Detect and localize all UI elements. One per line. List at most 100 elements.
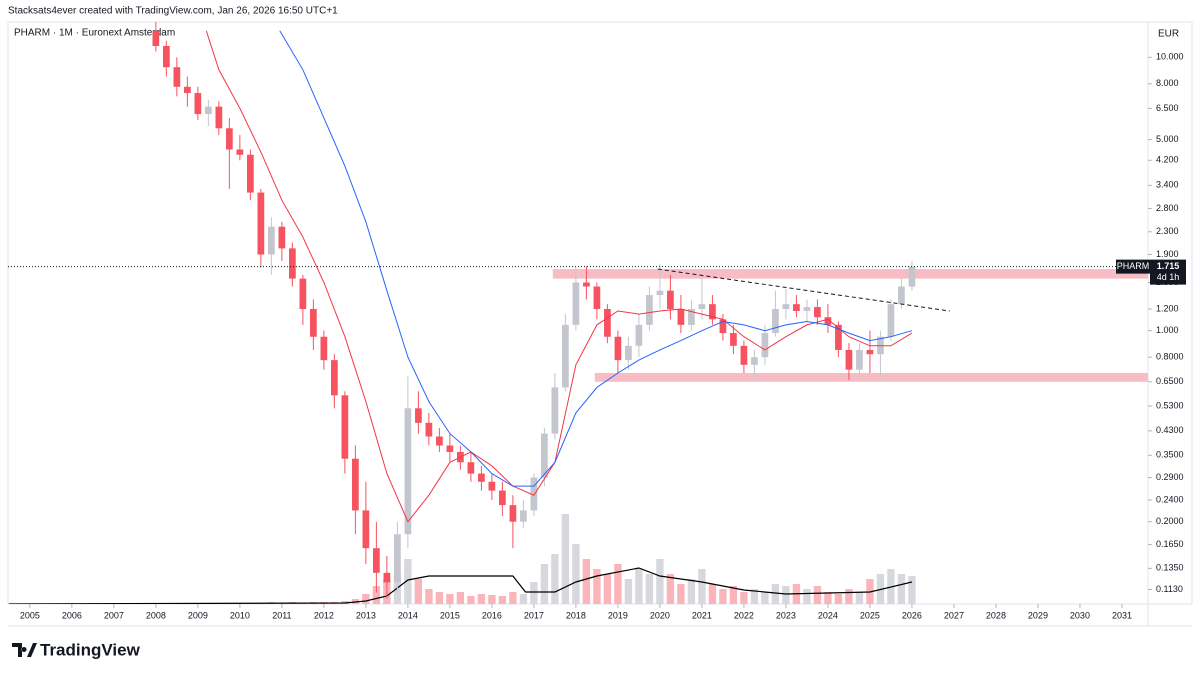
y-tick-label: 0.2900	[1156, 472, 1184, 482]
x-tick-label: 2014	[398, 610, 418, 620]
trendline	[657, 268, 950, 312]
volume-bar	[593, 569, 601, 604]
y-tick-label: 1.200	[1156, 303, 1179, 313]
volume-bar	[635, 569, 643, 604]
x-tick-label: 2029	[1028, 610, 1048, 620]
y-tick-label: 8.000	[1156, 78, 1179, 88]
credit: Stacksats4ever created with TradingView.…	[8, 6, 338, 17]
x-tick-label: 2031	[1112, 610, 1132, 620]
candle-body	[583, 282, 590, 287]
x-tick-label: 2011	[272, 610, 291, 620]
candle-body	[656, 290, 664, 296]
x-tick-label: 2024	[818, 610, 838, 620]
y-tick-label: 0.8000	[1156, 352, 1184, 362]
candle-body	[194, 93, 202, 115]
y-tick-label: 2.800	[1156, 203, 1179, 213]
x-tick-label: 2027	[944, 610, 964, 620]
y-tick-label: 4.200	[1156, 155, 1179, 165]
volume-bar	[666, 574, 675, 604]
candle-body	[719, 319, 727, 334]
candle-body	[782, 304, 790, 310]
y-tick-label: 2.300	[1156, 226, 1179, 236]
candle-body	[247, 154, 254, 193]
plot-area	[8, 22, 1148, 604]
volume-bar	[740, 592, 748, 604]
candle-body	[908, 266, 916, 287]
volume-bar	[614, 564, 622, 604]
volume-bar	[582, 559, 591, 604]
candle-body	[530, 477, 538, 511]
x-tick-label: 2022	[734, 610, 754, 620]
candle-body	[152, 30, 160, 46]
candle-body	[289, 248, 296, 279]
volume-bar	[362, 594, 370, 604]
candle-body	[362, 510, 370, 549]
x-tick-label: 2016	[482, 610, 502, 620]
candle-body	[299, 278, 307, 310]
candle-body	[488, 481, 496, 491]
candle-body	[635, 324, 643, 346]
volume-bar	[761, 592, 769, 604]
candle-body	[614, 336, 622, 361]
candle-body	[257, 192, 265, 255]
volume-bar	[803, 589, 811, 604]
x-tick-label: 2010	[230, 610, 250, 620]
price-tag-label: 1.715	[1157, 261, 1180, 271]
candle-body	[205, 106, 212, 115]
candle-body	[320, 336, 328, 361]
volume-bar	[855, 592, 864, 604]
volume-bar	[782, 586, 790, 604]
y-tick-label: 0.2400	[1156, 494, 1184, 504]
volume-bar	[530, 582, 538, 604]
volume-bar	[425, 589, 433, 604]
volume-bar	[645, 574, 654, 604]
volume-bar	[477, 594, 486, 604]
y-tick-label: 1.000	[1156, 325, 1179, 335]
y-tick-label: 0.1130	[1156, 584, 1183, 594]
x-tick-label: 2026	[902, 610, 922, 620]
volume-bar	[519, 594, 528, 604]
candle-body	[436, 436, 443, 446]
volume-bar	[897, 574, 906, 604]
candle-body	[593, 286, 601, 310]
candle-body	[604, 309, 611, 337]
volume-bar	[456, 592, 465, 604]
candle-body	[310, 309, 317, 337]
candle-body	[856, 349, 863, 370]
zone	[552, 269, 1148, 279]
candle-body	[667, 290, 674, 310]
y-tick-label: 3.400	[1156, 180, 1179, 190]
candle-body	[478, 473, 485, 482]
candle-body	[404, 408, 412, 535]
x-tick-label: 2006	[62, 610, 82, 620]
volume-bar	[509, 592, 517, 604]
x-tick-label: 2005	[20, 610, 40, 620]
candle-body	[772, 309, 779, 334]
volume-bar	[435, 592, 444, 604]
volume-bar	[404, 559, 412, 604]
candle-body	[761, 333, 769, 358]
logo: TradingView	[12, 640, 141, 659]
candle-body	[383, 572, 391, 583]
y-tick-label: 10.000	[1156, 52, 1184, 62]
volume-bar	[372, 586, 381, 604]
y-tick-label: 6.500	[1156, 103, 1179, 113]
candle-body	[677, 309, 685, 325]
candle-body	[562, 324, 569, 388]
symbol-tag	[1116, 259, 1150, 274]
volume-bar	[677, 584, 685, 604]
axes: 10.000 8.000 6.500 5.000 4.200 3.400 2.800 2.30…	[20, 52, 1186, 620]
volume-bar	[719, 589, 727, 604]
brand: TradingView	[40, 640, 141, 659]
candle-body	[415, 408, 422, 423]
candle-body	[698, 304, 706, 310]
x-tick-label: 2020	[650, 610, 670, 620]
volume-bar	[698, 569, 706, 604]
price-tag	[1150, 259, 1186, 285]
y-tick-label: 5.000	[1156, 134, 1179, 144]
y-tick-label: 0.1650	[1156, 539, 1184, 549]
volume-bar	[729, 586, 738, 604]
candle-body	[352, 458, 359, 511]
candle-body	[331, 360, 338, 396]
x-tick-label: 2018	[566, 610, 586, 620]
